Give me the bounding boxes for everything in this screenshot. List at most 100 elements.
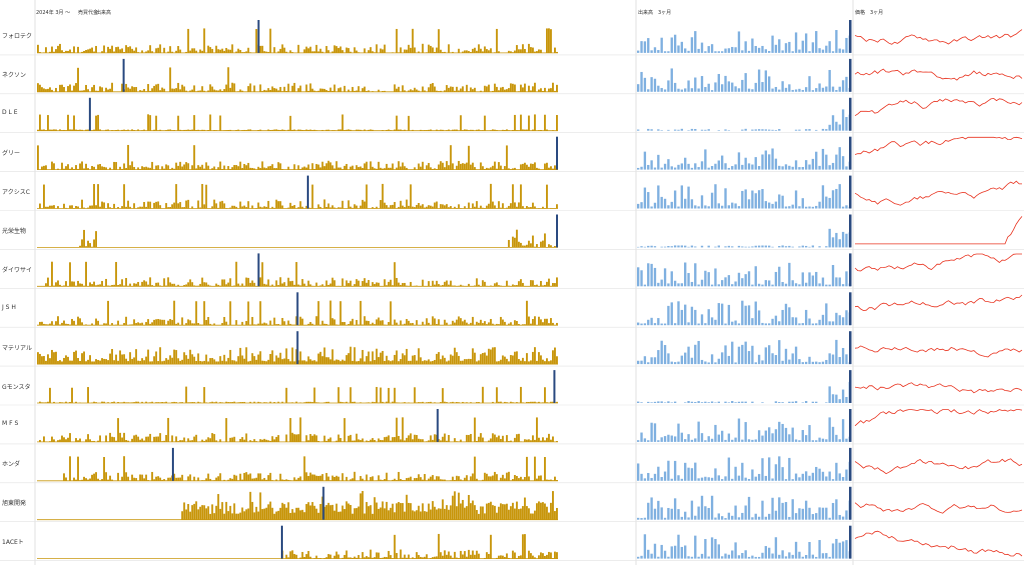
volume-bar — [157, 361, 160, 365]
volume-3m-bar — [700, 76, 704, 92]
volume-bar — [401, 417, 404, 442]
volume-bar — [305, 401, 308, 403]
volume-bar — [167, 129, 170, 131]
volume-bar — [401, 324, 404, 326]
volume-3m-bar — [781, 282, 784, 287]
volume-3m-bar — [747, 351, 751, 365]
volume-bar — [71, 281, 73, 287]
volume-bar — [337, 167, 340, 170]
price-line — [854, 253, 1022, 272]
volume-bar — [505, 553, 508, 559]
volume-bar — [175, 402, 178, 403]
volume-bar — [409, 433, 412, 442]
volume-bar — [229, 402, 232, 403]
volume-bar — [117, 129, 120, 131]
volume-3m-bar — [700, 195, 704, 209]
volume-3m-bar — [704, 506, 707, 520]
volume-3m-bar — [737, 346, 741, 365]
volume-bar — [359, 300, 362, 326]
volume-bar — [373, 557, 376, 559]
period-label: 2024年 3月 〜 — [36, 10, 71, 16]
volume-bar — [335, 161, 338, 170]
volume-bar — [163, 278, 166, 287]
volume-bar — [47, 354, 49, 365]
volume-bar — [277, 357, 280, 365]
volume-bar — [93, 473, 96, 481]
volume-bar — [325, 323, 328, 326]
volume-bar — [375, 168, 378, 170]
volume-bar — [319, 88, 322, 92]
volume-bar — [299, 557, 302, 559]
volume-3m-bar — [771, 246, 774, 248]
volume-bar — [267, 166, 270, 170]
volume-bar — [501, 86, 504, 92]
volume-3m-bar — [781, 402, 784, 403]
volume-3m-bar — [821, 438, 825, 442]
volume-bar — [413, 355, 416, 365]
volume-bar — [469, 322, 472, 326]
volume-bar — [429, 476, 432, 481]
price-line — [854, 382, 1023, 394]
volume-bar — [379, 200, 382, 209]
volume-bar — [189, 320, 192, 326]
volume-bar — [373, 284, 376, 287]
volume-bar — [491, 201, 494, 209]
volume-3m-bar — [838, 315, 841, 326]
volume-bar — [67, 356, 69, 365]
volume-bar — [403, 355, 406, 365]
volume-bar — [183, 437, 186, 442]
volume-bar — [437, 508, 440, 520]
volume-bar — [311, 323, 314, 326]
volume-3m-bar — [757, 430, 761, 442]
volume-3m-bar — [647, 472, 650, 481]
volume-bar — [169, 207, 172, 209]
volume-bar — [291, 85, 294, 92]
volume-bar — [219, 49, 222, 53]
volume-bar — [465, 475, 468, 481]
volume-bar — [479, 506, 482, 520]
highlight-bar — [296, 292, 299, 326]
volume-3m-bar — [818, 319, 821, 326]
volume-bar — [385, 163, 388, 170]
volume-bar — [493, 161, 496, 170]
volume-bar — [133, 166, 136, 170]
volume-bar — [431, 83, 434, 92]
highlight-3m-bar — [849, 97, 852, 131]
volume-3m-bar — [731, 166, 734, 170]
volume-3m-bar — [821, 314, 825, 326]
volume-3m-bar — [657, 154, 660, 170]
volume-3m-bar — [690, 357, 694, 365]
volume-bar — [97, 90, 100, 92]
volume-3m-bar — [670, 435, 673, 442]
volume-bar — [141, 474, 144, 481]
volume-bar — [487, 203, 490, 209]
volume-bar — [391, 204, 394, 209]
volume-bar — [353, 347, 356, 365]
volume-bar — [287, 129, 290, 131]
volume-bar — [205, 354, 208, 365]
volume-bar — [419, 129, 422, 131]
volume-3m-bar — [704, 539, 707, 559]
volume-bar — [325, 557, 328, 559]
volume-bar — [279, 201, 282, 209]
volume-bar — [69, 402, 71, 403]
volume-3m-bar — [764, 475, 768, 481]
volume-bar — [261, 360, 264, 365]
volume-bar — [493, 129, 496, 131]
volume-bar — [381, 501, 384, 520]
volume-bar — [377, 317, 380, 326]
volume-bar — [475, 278, 478, 287]
volume-bar — [383, 168, 386, 170]
volume-bar — [291, 432, 294, 442]
volume-3m-bar — [637, 267, 640, 287]
volume-bar — [229, 129, 232, 131]
volume-bar — [353, 556, 356, 559]
volume-bar — [85, 84, 87, 92]
volume-3m-bar — [788, 359, 791, 365]
volume-3m-bar — [673, 82, 677, 92]
volume-bar — [151, 471, 154, 481]
volume-bar — [439, 90, 442, 92]
volume-bar — [537, 401, 540, 403]
volume-bar — [521, 282, 524, 287]
volume-bar — [533, 439, 536, 442]
